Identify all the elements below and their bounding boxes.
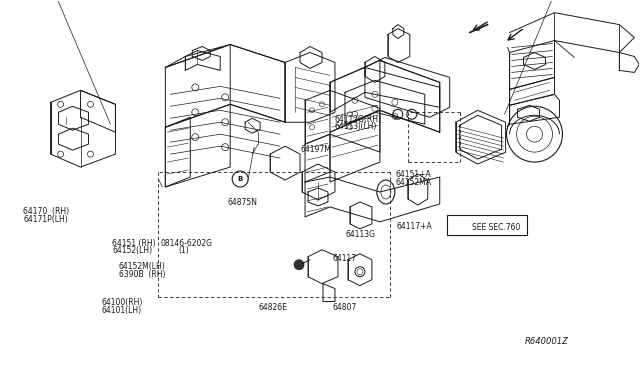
Text: 08146-6202G: 08146-6202G (161, 239, 212, 248)
Text: 64101(LH): 64101(LH) (102, 306, 141, 315)
Text: 64875N: 64875N (227, 198, 257, 207)
Text: 64171P(LH): 64171P(LH) (23, 215, 68, 224)
Text: 64170  (RH): 64170 (RH) (23, 208, 69, 217)
Text: 64197M: 64197M (301, 145, 332, 154)
Text: 64826E: 64826E (258, 303, 287, 312)
Text: 6390B  (RH): 6390B (RH) (119, 270, 165, 279)
Text: 64807: 64807 (333, 303, 357, 312)
Text: R640001Z: R640001Z (524, 337, 568, 346)
Text: 64113J(LH): 64113J(LH) (335, 122, 377, 131)
Text: 64117: 64117 (333, 254, 357, 263)
Text: B: B (237, 176, 243, 182)
Text: 64152M(LH): 64152M(LH) (119, 262, 166, 271)
Text: SEE SEC.760: SEE SEC.760 (448, 223, 496, 232)
Circle shape (294, 260, 304, 270)
Text: 64112G(RH): 64112G(RH) (335, 115, 381, 124)
Text: 64100(RH): 64100(RH) (102, 298, 143, 307)
Text: (1): (1) (178, 246, 189, 255)
Text: 64152(LH): 64152(LH) (113, 246, 152, 255)
Text: 64151 (RH): 64151 (RH) (113, 239, 156, 248)
Text: 64113G: 64113G (346, 230, 376, 240)
Text: SEE SEC.760: SEE SEC.760 (472, 223, 520, 232)
Text: 64152MA: 64152MA (396, 178, 431, 187)
Text: 64151+A: 64151+A (396, 170, 431, 179)
FancyBboxPatch shape (447, 215, 527, 235)
Text: 64117+A: 64117+A (397, 221, 433, 231)
